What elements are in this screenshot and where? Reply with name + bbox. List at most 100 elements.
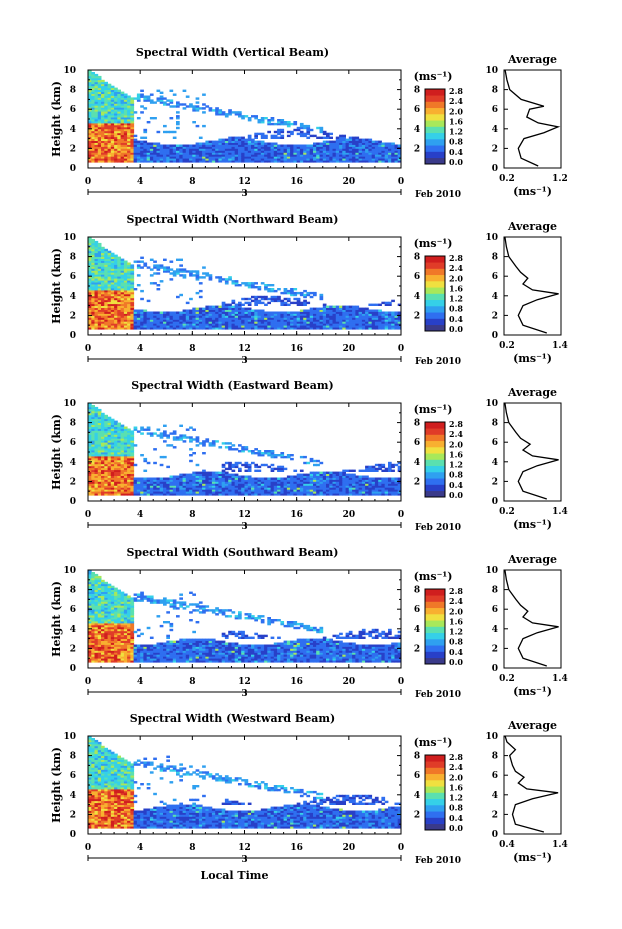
heatmap-cell bbox=[303, 327, 307, 330]
heatmap-cell bbox=[303, 301, 307, 305]
heatmap-cell bbox=[260, 295, 265, 299]
heatmap-cell bbox=[215, 309, 219, 312]
heatmap-cell bbox=[104, 465, 108, 469]
heatmap-cell bbox=[303, 124, 307, 128]
heatmap-cell bbox=[88, 450, 92, 453]
heatmap-cell bbox=[211, 483, 216, 486]
heatmap-cell bbox=[136, 317, 141, 320]
heatmap-cell bbox=[153, 158, 157, 161]
heatmap-cell bbox=[355, 146, 360, 149]
heatmap-cell bbox=[143, 313, 148, 316]
heatmap-cell bbox=[114, 282, 118, 285]
panel-3: Spectral Width (Eastward Beam)02 24 46 68 81… bbox=[50, 379, 568, 533]
heatmap-cell bbox=[88, 270, 92, 273]
heatmap-cell bbox=[195, 471, 200, 474]
heatmap-cell bbox=[283, 291, 288, 295]
heatmap-cell bbox=[296, 321, 301, 324]
heatmap-cell bbox=[254, 144, 258, 147]
heatmap-cell bbox=[195, 485, 200, 488]
heatmap-cell bbox=[241, 487, 245, 490]
heatmap-cell bbox=[332, 493, 337, 496]
heatmap-cell bbox=[88, 465, 92, 469]
heatmap-cell bbox=[335, 136, 340, 139]
heatmap-cell bbox=[211, 491, 216, 494]
heatmap-cell bbox=[153, 101, 157, 104]
heatmap-cell bbox=[166, 327, 170, 330]
heatmap-cell bbox=[286, 319, 291, 322]
heatmap-cell bbox=[319, 150, 324, 153]
heatmap-cell bbox=[101, 434, 105, 437]
heatmap-cell bbox=[397, 311, 402, 314]
heatmap-cell bbox=[130, 491, 135, 494]
heatmap-cell bbox=[303, 132, 307, 136]
heatmap-cell bbox=[326, 491, 330, 494]
heatmap-cell bbox=[290, 311, 294, 314]
heatmap-cell bbox=[110, 436, 115, 439]
heatmap-cell bbox=[156, 266, 161, 269]
heatmap-cell bbox=[97, 101, 102, 104]
heatmap-cell bbox=[345, 479, 350, 482]
heatmap-cell bbox=[91, 463, 95, 467]
heatmap-cell bbox=[195, 321, 200, 324]
heatmap-cell bbox=[313, 154, 317, 157]
heatmap-cell bbox=[123, 457, 128, 461]
heatmap-cell bbox=[156, 288, 161, 291]
heatmap-cell bbox=[335, 323, 340, 326]
heatmap-cell bbox=[114, 113, 118, 116]
heatmap-cell bbox=[88, 142, 92, 145]
heatmap-cell bbox=[335, 146, 340, 149]
heatmap-cell bbox=[104, 289, 108, 293]
heatmap-cell bbox=[110, 325, 115, 328]
heatmap-cell bbox=[238, 317, 242, 320]
heatmap-cell bbox=[264, 450, 268, 453]
heatmap-cell bbox=[221, 321, 226, 324]
heatmap-cell bbox=[215, 327, 219, 330]
heatmap-cell bbox=[133, 288, 138, 291]
heatmap-cell bbox=[280, 148, 285, 151]
heatmap-cell bbox=[110, 260, 115, 263]
heatmap-cell bbox=[286, 134, 291, 138]
heatmap-cell bbox=[130, 152, 135, 155]
colorbar-tick-label: 1.2 bbox=[449, 127, 463, 137]
heatmap-cell bbox=[280, 483, 285, 486]
heatmap-cell bbox=[273, 150, 278, 153]
heatmap-cell bbox=[208, 107, 213, 110]
heatmap-cell bbox=[218, 471, 223, 474]
heatmap-cell bbox=[185, 150, 190, 153]
colorbar-swatch bbox=[425, 101, 445, 109]
heatmap-cell bbox=[345, 140, 350, 143]
heatmap-cell bbox=[97, 473, 102, 476]
heatmap-cell bbox=[146, 428, 151, 431]
heatmap-cell bbox=[273, 491, 278, 494]
heatmap-cell bbox=[176, 323, 180, 326]
heatmap-cell bbox=[211, 144, 216, 147]
heatmap-cell bbox=[322, 309, 327, 312]
heatmap-cell bbox=[241, 323, 245, 326]
heatmap-cell bbox=[306, 130, 311, 134]
heatmap-cell bbox=[299, 293, 304, 297]
heatmap-cell bbox=[244, 146, 249, 149]
heatmap-cell bbox=[306, 485, 311, 488]
heatmap-cell bbox=[313, 144, 317, 147]
heatmap-cell bbox=[211, 321, 216, 324]
heatmap-cell bbox=[231, 325, 236, 328]
heatmap-cell bbox=[299, 315, 304, 318]
heatmap-cell bbox=[195, 463, 200, 467]
heatmap-cell bbox=[101, 289, 105, 293]
heatmap-cell bbox=[97, 297, 102, 301]
heatmap-cell bbox=[205, 160, 210, 163]
heatmap-cell bbox=[251, 295, 255, 299]
heatmap-cell bbox=[107, 459, 112, 463]
heatmap-cell bbox=[368, 158, 373, 161]
heatmap-cell bbox=[195, 444, 200, 447]
heatmap-cell bbox=[104, 454, 108, 457]
heatmap-cell bbox=[224, 144, 229, 147]
average-title: Average bbox=[507, 53, 557, 66]
heatmap-cell bbox=[127, 430, 131, 433]
heatmap-cell bbox=[107, 130, 112, 134]
heatmap-cell bbox=[127, 315, 131, 318]
heatmap-cell bbox=[146, 266, 151, 269]
heatmap-cell bbox=[176, 319, 180, 322]
heatmap-cell bbox=[234, 142, 239, 145]
heatmap-cell bbox=[378, 152, 382, 155]
